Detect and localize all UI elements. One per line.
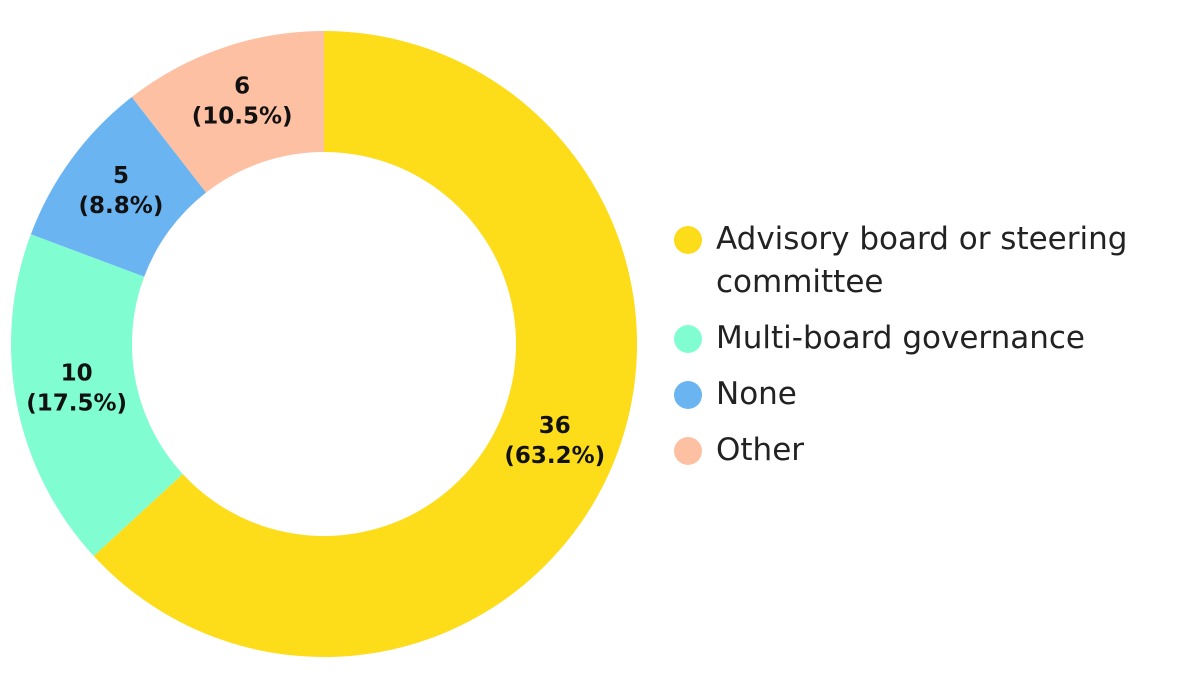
slice: [10, 234, 183, 556]
legend-item: None: [672, 373, 1142, 416]
data-label-line: (8.8%): [79, 193, 164, 219]
legend-label: Advisory board or steering committee: [716, 221, 1128, 300]
data-label: 10 (17.5%): [26, 360, 127, 416]
data-label-line: 10: [61, 360, 93, 386]
data-label-line: 6: [234, 74, 250, 100]
legend-label: Multi-board governance: [716, 320, 1086, 356]
legend-item: Advisory board or steering committee: [672, 218, 1142, 304]
legend-label: Other: [716, 432, 805, 468]
slice: [131, 31, 324, 193]
slice: [93, 31, 638, 657]
data-label: 5 (8.8%): [79, 163, 164, 219]
chart: 36 (63.2%) 10 (17.5%) 5 (8.8%) 6 (10.5%): [10, 31, 638, 657]
legend-swatch: [674, 226, 702, 254]
legend-swatch: [674, 381, 702, 409]
legend-swatch: [674, 437, 702, 465]
legend-item: Other: [672, 429, 1142, 472]
data-label: 6 (10.5%): [192, 74, 293, 130]
data-label-line: (63.2%): [504, 443, 605, 469]
data-label-line: 36: [539, 413, 571, 439]
legend-label: None: [716, 376, 797, 412]
data-label-line: (17.5%): [26, 390, 127, 416]
data-label: 36 (63.2%): [504, 413, 605, 469]
legend-swatch: [674, 325, 702, 353]
legend: Advisory board or steering committee Mult…: [672, 218, 1142, 485]
slice: [30, 96, 207, 277]
legend-item: Multi-board governance: [672, 317, 1142, 360]
data-label-line: (10.5%): [192, 104, 293, 130]
data-label-line: 5: [113, 163, 129, 189]
